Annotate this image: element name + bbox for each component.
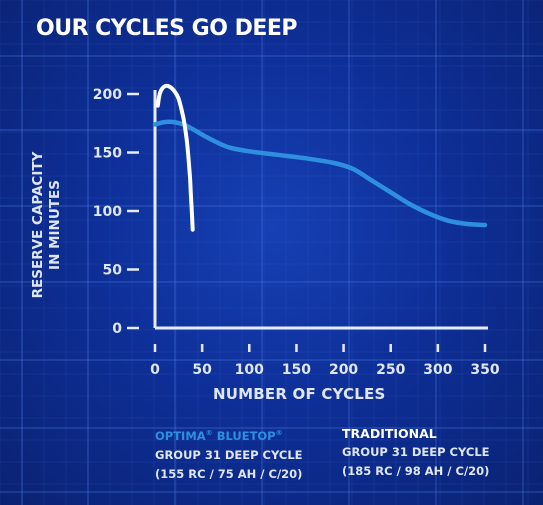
- x-tick-label: 250: [376, 362, 405, 378]
- y-axis-label-line-2: IN MINUTES: [47, 180, 63, 270]
- y-tick-label: 50: [103, 263, 123, 279]
- y-axis-label: RESERVE CAPACITY IN MINUTES: [30, 125, 64, 325]
- x-tick-label: 100: [235, 362, 264, 378]
- legend-traditional-desc-2: (185 RC / 98 AH / C/20): [342, 464, 490, 478]
- x-tick-label: 150: [282, 362, 311, 378]
- legend-traditional: TRADITIONAL GROUP 31 DEEP CYCLE (185 RC …: [342, 424, 490, 481]
- x-tick-label: 200: [329, 362, 358, 378]
- y-tick-label: 200: [93, 87, 122, 103]
- y-tick-label: 0: [112, 321, 122, 337]
- legend-optima: OPTIMA® BLUETOP® GROUP 31 DEEP CYCLE (15…: [155, 424, 303, 484]
- y-tick-label: 100: [93, 204, 122, 220]
- legend-traditional-desc-1: GROUP 31 DEEP CYCLE: [342, 445, 490, 459]
- legend-optima-desc-1: GROUP 31 DEEP CYCLE: [155, 448, 303, 462]
- tick-labels: 0 50 100 150 200 0 50 100 150 200 250 300 350: [93, 87, 500, 378]
- series-line-traditional: [155, 83, 195, 232]
- registered-mark: ®: [275, 429, 283, 437]
- series-layer: [152, 83, 488, 232]
- y-axis-label-line-1: RESERVE CAPACITY: [30, 151, 46, 299]
- x-tick-label: 300: [423, 362, 452, 378]
- legend-traditional-name: TRADITIONAL: [342, 426, 437, 441]
- legend-optima-name: OPTIMA® BLUETOP®: [155, 429, 283, 443]
- x-tick-label: 0: [150, 362, 160, 378]
- x-axis-label: NUMBER OF CYCLES: [213, 385, 386, 403]
- x-tick-label: 350: [470, 362, 499, 378]
- axes: [153, 90, 488, 330]
- chart-title: OUR CYCLES GO DEEP: [36, 16, 298, 41]
- x-tick-label: 50: [192, 362, 212, 378]
- y-tick-label: 150: [93, 146, 122, 162]
- registered-mark: ®: [205, 429, 213, 437]
- legend-optima-desc-2: (155 RC / 75 AH / C/20): [155, 467, 303, 481]
